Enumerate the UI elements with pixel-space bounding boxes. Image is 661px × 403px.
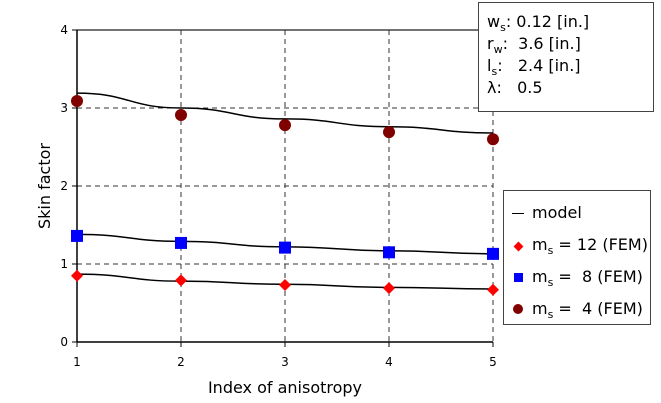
x-tick-label: 3 [281, 355, 289, 369]
x-tick-label: 2 [177, 355, 185, 369]
legend-item: ms = 4 (FEM) [510, 293, 650, 325]
y-tick-label: 3 [60, 101, 68, 115]
data-point-diamond [487, 283, 499, 296]
legend-label: ms = 12 (FEM) [532, 235, 648, 257]
legend-label: model [532, 203, 582, 222]
data-point-circle [71, 94, 83, 107]
data-point-circle [383, 126, 395, 139]
data-point-circle [487, 133, 499, 146]
parameter-row: ls: 2.4 [in.] [487, 56, 581, 78]
data-point-square [175, 236, 187, 249]
y-axis-label: Skin factor [35, 143, 54, 229]
x-axis-label: Index of anisotropy [208, 378, 362, 397]
x-tick-label: 5 [489, 355, 497, 369]
legend-symbol-line [510, 197, 526, 229]
legend-symbol-diamond [510, 229, 526, 261]
legend-item: ms = 12 (FEM) [510, 229, 650, 261]
legend-label: ms = 4 (FEM) [532, 299, 643, 321]
legend-item: model [510, 197, 650, 229]
data-point-square [383, 246, 395, 259]
y-tick-label: 4 [60, 23, 68, 37]
parameter-row: ws: 0.12 [in.] [487, 12, 590, 34]
data-point-diamond [383, 282, 395, 295]
parameter-row: rw: 3.6 [in.] [487, 34, 581, 56]
data-point-square [279, 241, 291, 254]
model-curve [76, 92, 494, 134]
data-point-diamond [175, 274, 187, 287]
data-point-diamond [71, 269, 83, 282]
legend-label: ms = 8 (FEM) [532, 267, 643, 289]
y-tick-label: 1 [60, 257, 68, 271]
data-point-circle [279, 119, 291, 132]
y-tick-label: 0 [60, 335, 68, 349]
x-tick-label: 4 [385, 355, 393, 369]
legend: model ms = 12 (FEM) ms = 8 (FEM) ms = 4 (FE… [503, 190, 651, 325]
y-tick-label: 2 [60, 179, 68, 193]
data-point-diamond [279, 279, 291, 292]
data-point-square [487, 247, 499, 260]
legend-symbol-square [510, 261, 526, 293]
x-tick-label: 1 [73, 355, 81, 369]
data-point-square [71, 229, 83, 242]
data-point-circle [175, 109, 187, 122]
parameter-row: λ: 0.5 [487, 78, 543, 97]
legend-symbol-circle [510, 293, 526, 325]
legend-item: ms = 8 (FEM) [510, 261, 650, 293]
parameters-box: ws: 0.12 [in.] rw: 3.6 [in.] ls: 2.4 [in.]… [478, 2, 654, 112]
